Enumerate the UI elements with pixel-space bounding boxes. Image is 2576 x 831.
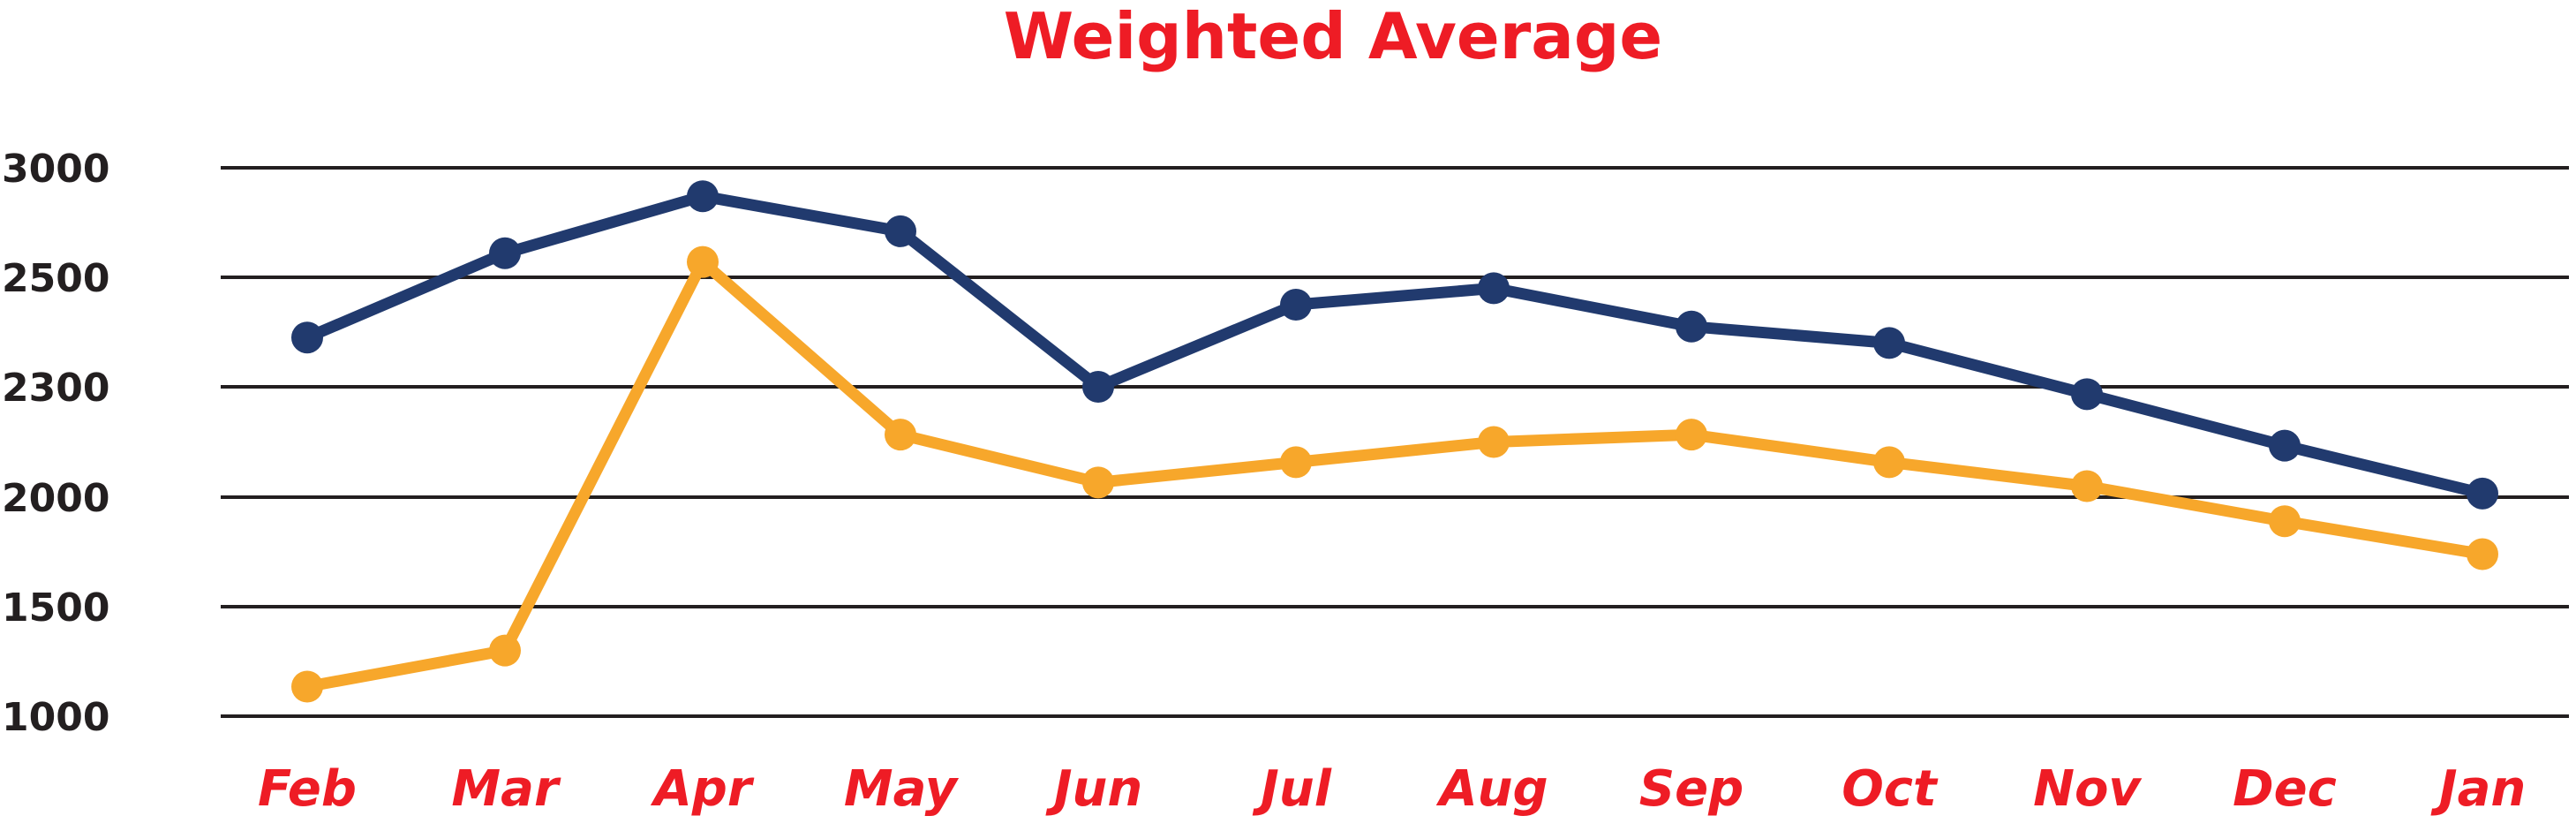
chart-title: Weighted Average <box>1004 0 1662 73</box>
data-point <box>489 634 521 667</box>
series-line <box>301 190 2489 500</box>
data-point <box>885 419 916 451</box>
data-point <box>2467 477 2498 510</box>
data-point <box>1280 446 1312 479</box>
data-point <box>1873 446 1905 479</box>
x-tick-label: Feb <box>258 760 357 818</box>
series-1 <box>291 180 2498 510</box>
x-tick-label: Jul <box>1252 760 1332 818</box>
data-point <box>687 180 719 213</box>
data-point <box>1478 426 1510 458</box>
y-tick-label: 1000 <box>2 695 109 740</box>
y-tick-label: 2500 <box>2 256 109 301</box>
x-tick-label: May <box>844 760 960 818</box>
data-point <box>2071 470 2103 502</box>
data-point <box>291 321 323 354</box>
data-point <box>2269 505 2301 538</box>
gridlines <box>221 166 2569 718</box>
x-tick-label: Nov <box>2033 760 2142 818</box>
data-point <box>1082 466 1114 499</box>
y-tick-label: 1500 <box>2 585 109 631</box>
y-tick-label: 2300 <box>2 366 109 411</box>
data-point <box>1676 310 1707 343</box>
data-point <box>1280 289 1312 321</box>
data-point <box>489 237 521 269</box>
x-tick-label: Apr <box>650 760 754 818</box>
series-group <box>291 180 2498 703</box>
x-tick-label: Jan <box>2430 760 2527 818</box>
x-tick-label: Dec <box>2233 760 2337 818</box>
data-point <box>1478 272 1510 305</box>
data-point <box>2467 538 2498 570</box>
data-point <box>1676 419 1707 451</box>
x-tick-label: Oct <box>1842 760 1939 818</box>
x-tick-label: Jun <box>1045 760 1143 818</box>
data-point <box>1873 327 1905 359</box>
series-2 <box>291 246 2498 703</box>
x-tick-label: Mar <box>451 760 561 818</box>
data-point <box>885 215 916 247</box>
y-tick-label: 2000 <box>2 476 109 521</box>
data-point <box>2269 429 2301 462</box>
series-line <box>301 256 2489 692</box>
y-axis-tick-labels: 3000 2500 2300 2000 1500 1000 <box>2 147 109 740</box>
y-tick-label: 3000 <box>2 147 109 192</box>
x-tick-label: Aug <box>1435 760 1548 818</box>
data-point <box>1082 371 1114 403</box>
x-tick-label: Sep <box>1639 760 1744 818</box>
data-point <box>2071 378 2103 411</box>
data-point <box>291 670 323 703</box>
x-axis-tick-labels: Feb Mar Apr May Jun Jul Aug Sep Oct Nov Dec Jan <box>258 760 2526 818</box>
data-point <box>687 246 719 278</box>
